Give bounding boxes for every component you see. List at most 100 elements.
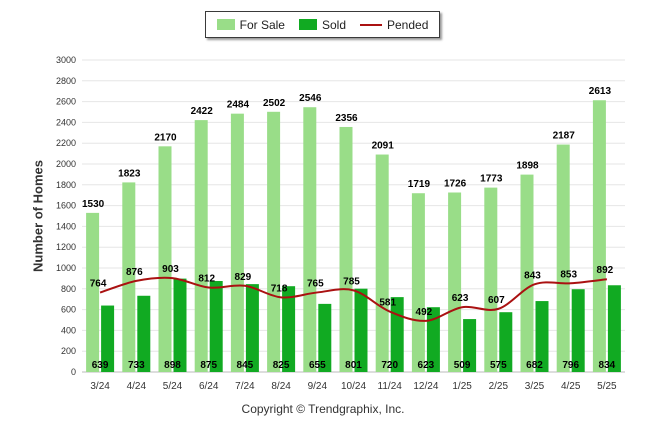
data-label-for-sale: 2187	[553, 131, 576, 142]
data-label-for-sale: 2546	[299, 93, 322, 104]
y-tick-label: 1200	[56, 242, 76, 252]
data-label-sold: 898	[164, 360, 181, 371]
bar-for-sale	[339, 126, 353, 372]
bar-sold	[354, 288, 368, 372]
data-label-sold: 875	[200, 360, 217, 371]
bar-sold	[535, 301, 549, 372]
line-pended	[99, 276, 608, 322]
data-label-for-sale: 2484	[227, 100, 250, 111]
bar-sold	[607, 285, 621, 372]
bar-sold	[282, 286, 296, 372]
for-sale-swatch	[216, 19, 235, 30]
bar-sold	[571, 289, 585, 372]
bar-sold	[499, 312, 513, 372]
bar-for-sale	[375, 154, 389, 372]
bar-for-sale	[122, 182, 136, 372]
data-label-pended: 718	[271, 283, 288, 294]
x-tick-label: 8/24	[271, 381, 291, 392]
data-label-sold: 834	[599, 360, 616, 371]
data-label-sold: 655	[309, 360, 326, 371]
x-tick-label: 10/24	[341, 381, 366, 392]
y-tick-label: 2600	[56, 97, 76, 107]
y-tick-label: 2200	[56, 138, 76, 148]
x-tick-label: 9/24	[308, 381, 328, 392]
legend-label-pended: Pended	[387, 17, 429, 32]
y-tick-label: 1800	[56, 180, 76, 190]
bar-sold	[463, 319, 477, 372]
chart-legend: For Sale Sold Pended	[205, 11, 440, 38]
bar-for-sale	[303, 107, 317, 372]
data-label-for-sale: 1823	[118, 168, 141, 179]
x-tick-label: 4/25	[561, 381, 581, 392]
bar-for-sale	[230, 113, 244, 372]
data-label-pended: 892	[597, 265, 614, 276]
data-label-pended: 829	[235, 272, 252, 283]
data-label-pended: 765	[307, 278, 324, 289]
data-label-pended: 853	[560, 269, 577, 280]
data-label-pended: 607	[488, 295, 505, 306]
bar-for-sale	[158, 146, 172, 372]
y-tick-label: 200	[61, 346, 76, 356]
x-tick-label: 4/24	[127, 381, 147, 392]
y-tick-label: 1400	[56, 221, 76, 231]
data-label-sold: 575	[490, 360, 507, 371]
bar-sold	[318, 303, 332, 372]
sold-swatch	[298, 19, 317, 30]
bar-sold	[209, 281, 223, 372]
data-label-for-sale: 2613	[589, 86, 612, 97]
data-label-pended: 903	[162, 264, 179, 275]
data-label-for-sale: 1530	[82, 199, 105, 210]
x-tick-label: 6/24	[199, 381, 219, 392]
data-label-for-sale: 1726	[444, 178, 467, 189]
y-tick-label: 0	[71, 367, 76, 377]
data-label-for-sale: 1719	[408, 179, 431, 190]
data-label-for-sale: 2356	[335, 113, 358, 124]
data-label-pended: 623	[452, 293, 469, 304]
x-tick-label: 1/25	[452, 381, 472, 392]
data-label-for-sale: 1898	[516, 161, 539, 172]
bar-sold	[101, 305, 115, 372]
data-label-pended: 785	[343, 276, 360, 287]
data-label-for-sale: 1773	[480, 174, 503, 185]
y-tick-label: 800	[61, 284, 76, 294]
bar-sold	[245, 284, 259, 372]
data-label-sold: 733	[128, 360, 145, 371]
data-label-pended: 843	[524, 270, 541, 281]
data-label-pended: 812	[198, 274, 215, 285]
bar-for-sale	[86, 212, 100, 372]
data-label-for-sale: 2170	[154, 132, 177, 143]
data-label-sold: 639	[92, 360, 109, 371]
y-tick-label: 1600	[56, 201, 76, 211]
bar-sold	[173, 278, 187, 372]
bar-sold	[137, 295, 151, 372]
x-tick-label: 3/24	[90, 381, 110, 392]
legend-item-sold[interactable]: Sold	[298, 18, 346, 32]
copyright-text: Copyright © Trendgraphix, Inc.	[241, 402, 405, 416]
y-tick-label: 2800	[56, 76, 76, 86]
data-label-for-sale: 2422	[191, 106, 214, 117]
data-label-for-sale: 2502	[263, 98, 286, 109]
legend-item-for-sale[interactable]: For Sale	[216, 17, 285, 32]
bar-for-sale	[411, 193, 425, 372]
y-tick-label: 400	[61, 325, 76, 335]
bar-for-sale	[194, 120, 208, 372]
data-label-sold: 720	[381, 360, 398, 371]
data-label-sold: 796	[562, 360, 579, 371]
x-tick-label: 7/24	[235, 381, 255, 392]
data-label-pended: 492	[416, 307, 433, 318]
bar-for-sale	[520, 174, 534, 372]
y-tick-label: 2400	[56, 117, 76, 127]
x-tick-label: 12/24	[413, 381, 438, 392]
data-label-sold: 682	[526, 360, 543, 371]
data-label-sold: 845	[237, 360, 254, 371]
y-tick-label: 2000	[56, 159, 76, 169]
x-tick-label: 3/25	[525, 381, 545, 392]
legend-item-pended[interactable]: Pended	[360, 18, 428, 32]
x-tick-label: 11/24	[378, 381, 403, 392]
legend-label-for-sale: For Sale	[239, 17, 285, 32]
y-tick-label: 1000	[56, 263, 76, 273]
data-label-sold: 623	[418, 360, 435, 371]
y-tick-label: 3000	[56, 55, 76, 65]
